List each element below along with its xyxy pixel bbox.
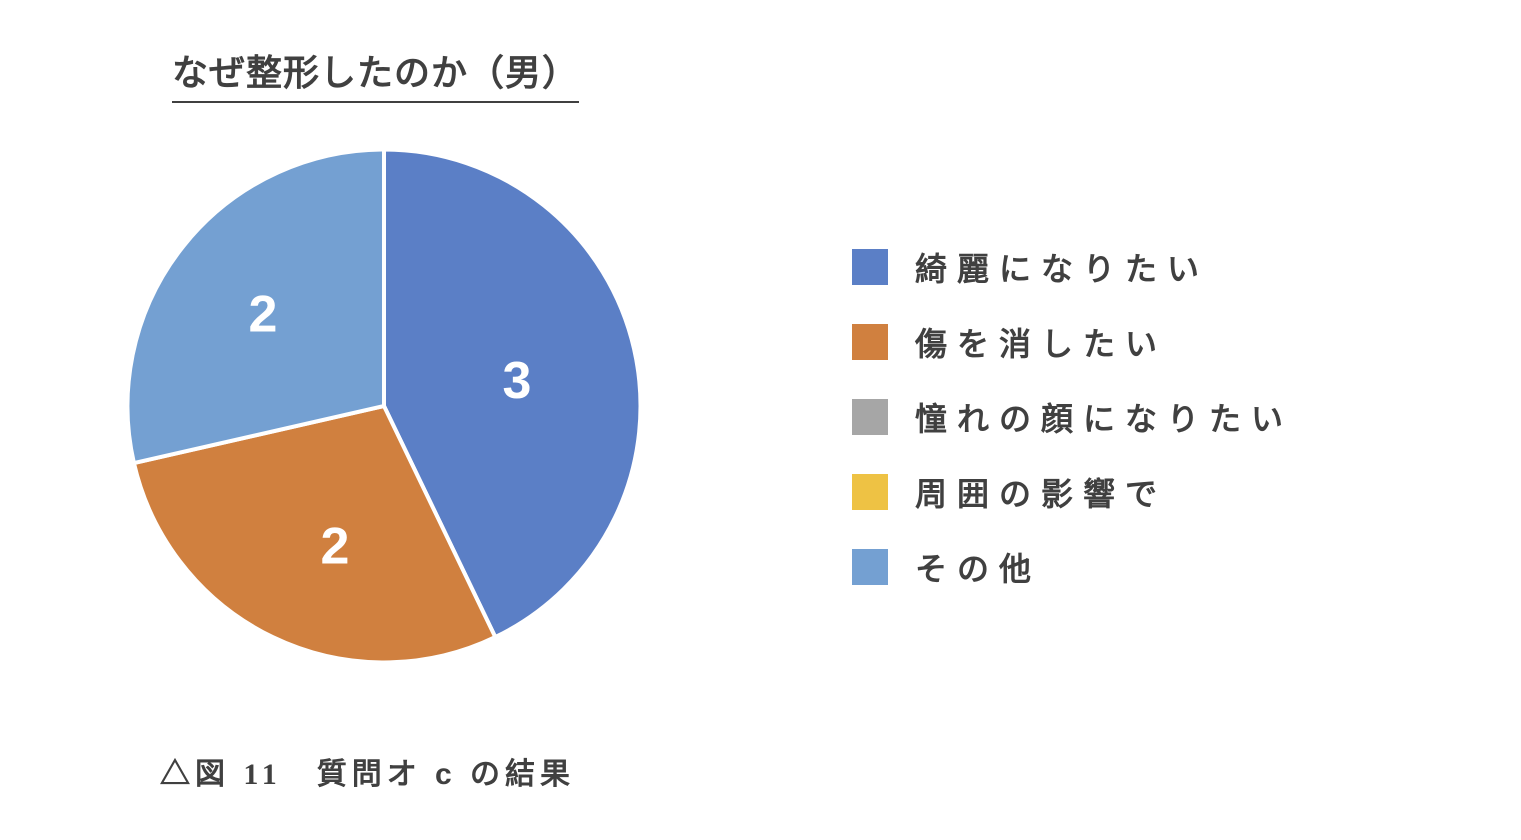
svg-text:2: 2 <box>320 518 349 576</box>
svg-text:3: 3 <box>502 352 531 410</box>
svg-text:2: 2 <box>248 286 277 344</box>
